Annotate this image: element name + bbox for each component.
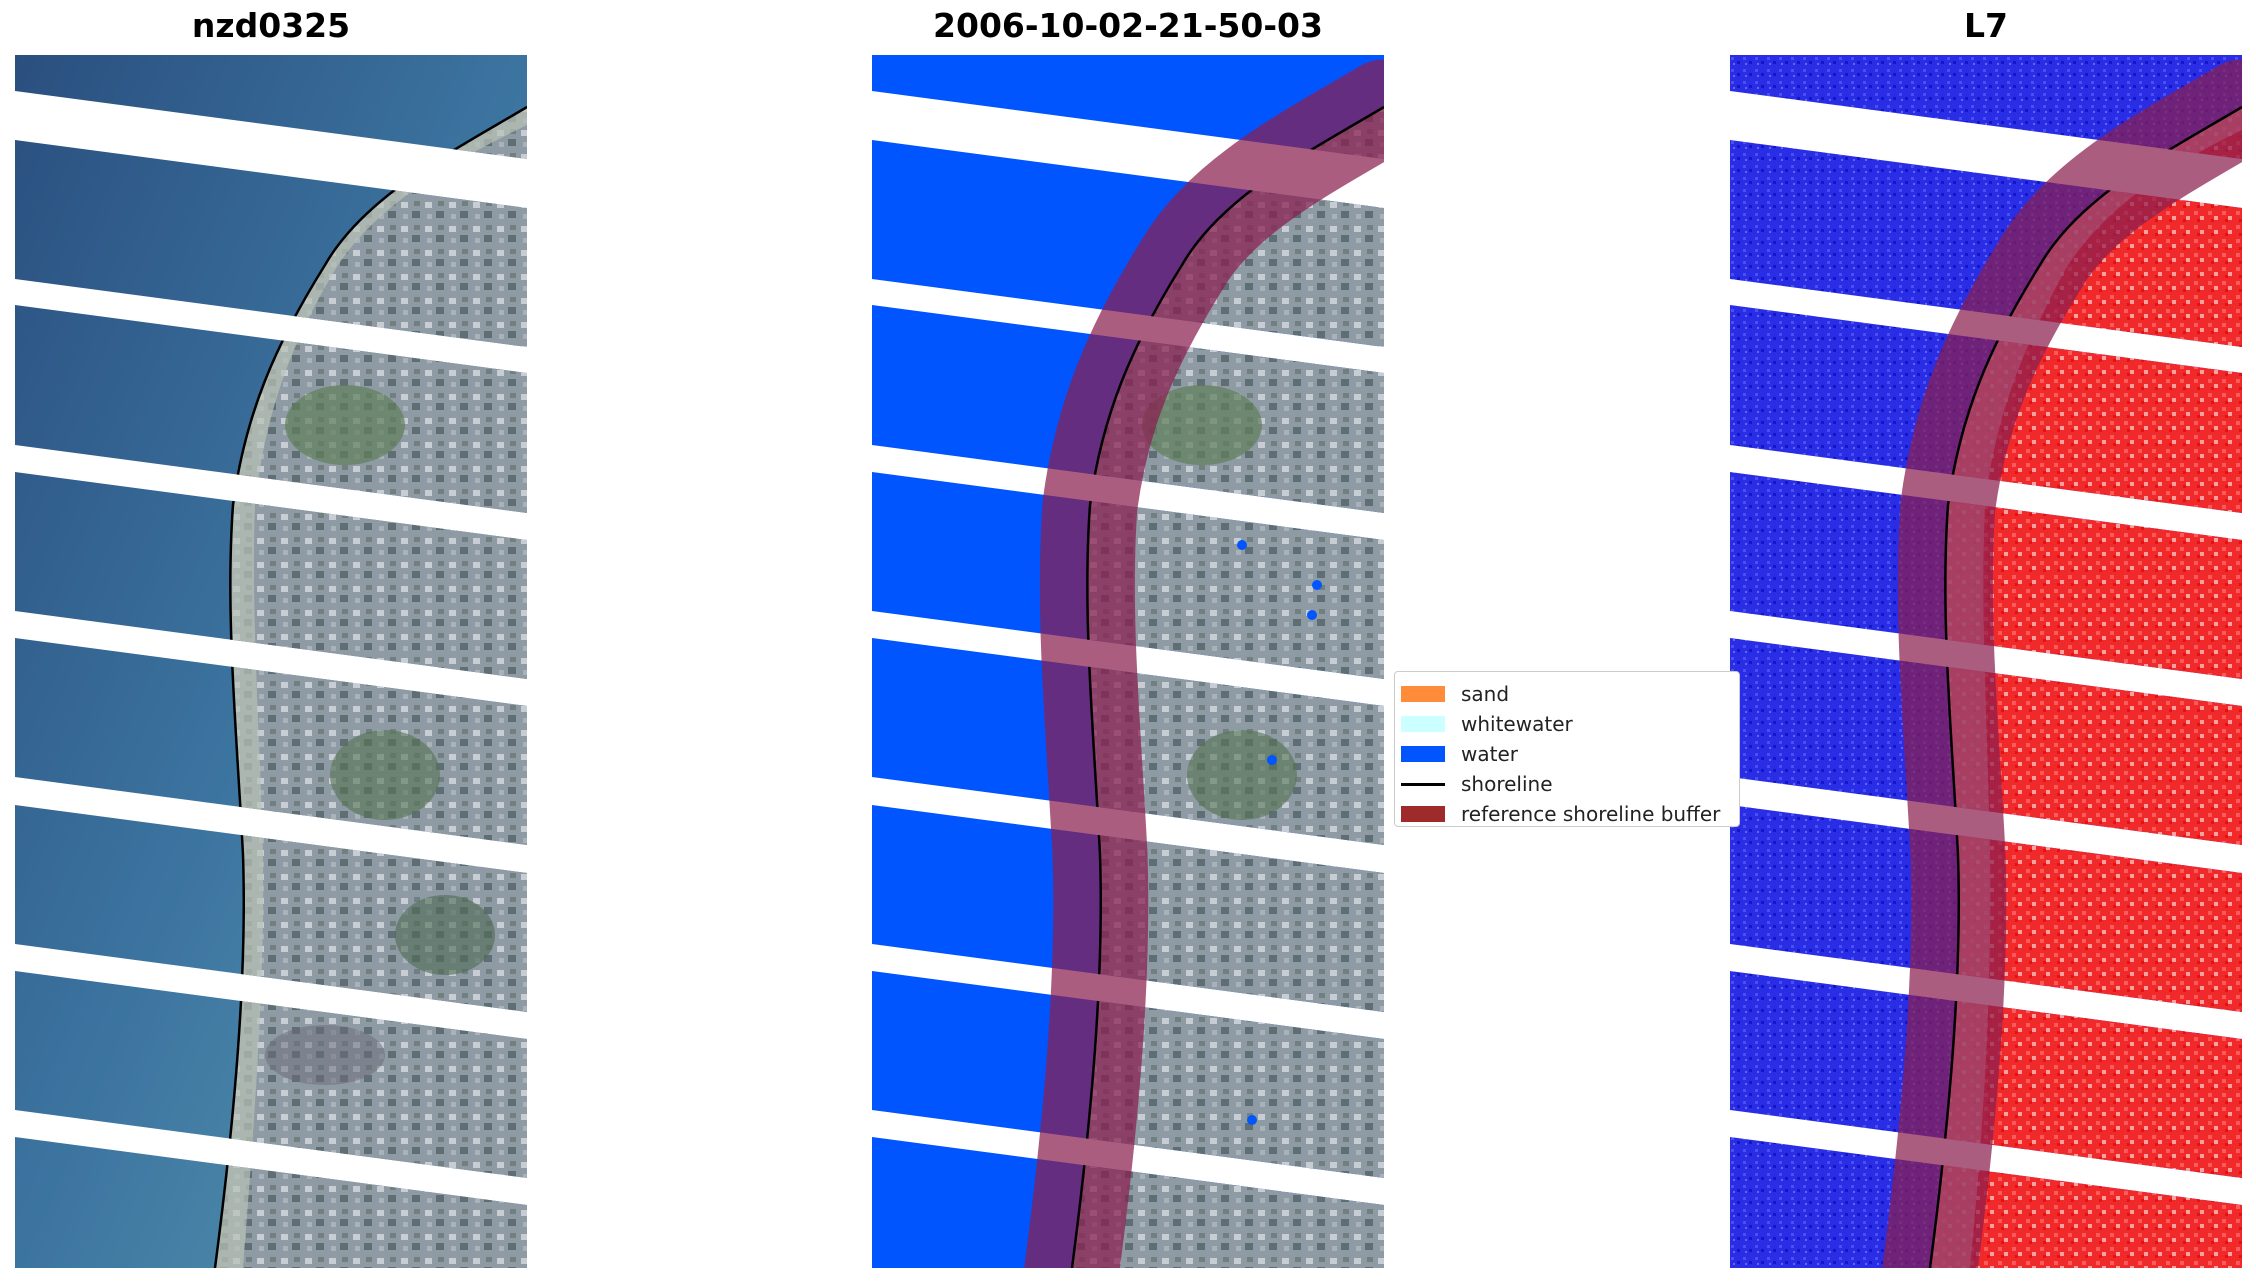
legend-item-reference-buffer: reference shoreline buffer [1401, 801, 1720, 827]
legend-label: shoreline [1461, 772, 1553, 796]
legend-item-whitewater: whitewater [1401, 711, 1573, 737]
rgb-satellite-image [15, 55, 527, 1268]
shoreline-line-swatch [1401, 782, 1445, 786]
legend: sand whitewater water shoreline referenc… [1394, 671, 1740, 827]
legend-label: reference shoreline buffer [1461, 802, 1721, 826]
classification-panel [872, 55, 1384, 1268]
panel-title-index: L7 [1964, 6, 2008, 45]
panel-title-classification: 2006-10-02-21-50-03 [933, 6, 1323, 45]
rgb-image-panel [15, 55, 527, 1268]
index-image [1730, 55, 2242, 1268]
legend-item-sand: sand [1401, 681, 1509, 707]
classified-image [872, 55, 1384, 1268]
legend-label: water [1461, 742, 1518, 766]
sand-swatch [1401, 686, 1445, 702]
water-swatch [1401, 746, 1445, 762]
whitewater-swatch [1401, 716, 1445, 732]
index-panel [1730, 55, 2242, 1268]
legend-item-water: water [1401, 741, 1518, 767]
legend-label: sand [1461, 682, 1510, 706]
legend-item-shoreline: shoreline [1401, 771, 1553, 797]
reference-buffer-swatch [1401, 806, 1445, 822]
legend-label: whitewater [1461, 712, 1573, 736]
panel-title-rgb: nzd0325 [191, 6, 351, 45]
